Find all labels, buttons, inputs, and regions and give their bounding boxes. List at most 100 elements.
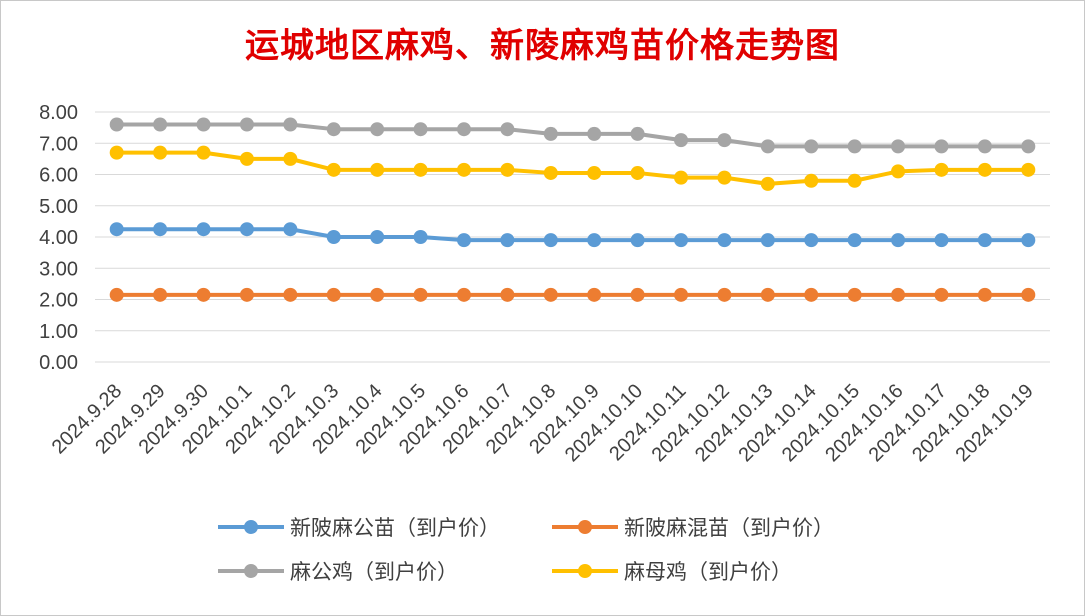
data-point (456, 287, 471, 302)
data-point (543, 165, 558, 180)
data-point (370, 230, 385, 244)
chart-title: 运城地区麻鸡、新陵麻鸡苗价格走势图 (245, 26, 840, 66)
data-point (196, 287, 211, 302)
y-tick-label: 1.00 (39, 321, 78, 343)
data-point (1021, 139, 1036, 154)
data-point (153, 117, 168, 132)
data-point (760, 139, 775, 154)
data-point (153, 222, 168, 237)
legend-swatch-icon (552, 563, 618, 579)
data-point (413, 287, 428, 302)
data-point (674, 133, 689, 148)
data-point (109, 117, 124, 132)
data-point (196, 145, 211, 160)
data-point (804, 173, 819, 188)
data-point (413, 122, 428, 137)
legend-swatch-icon (218, 519, 284, 535)
data-point (630, 165, 645, 180)
data-point (196, 222, 211, 237)
y-tick-label: 3.00 (39, 258, 78, 280)
data-point (717, 287, 732, 302)
data-point (456, 162, 471, 177)
data-point (760, 233, 775, 248)
data-point (934, 162, 949, 177)
data-point (326, 230, 341, 244)
data-point (804, 139, 819, 154)
legend-item-3: 麻母鸡（到户价） (552, 556, 792, 586)
y-tick-label: 4.00 (39, 227, 78, 249)
data-point (717, 133, 732, 148)
data-point (717, 233, 732, 248)
x-axis-ticks: 2024.9.282024.9.292024.9.302024.10.12024… (48, 380, 1038, 466)
series-0 (109, 222, 1036, 248)
data-point (543, 233, 558, 248)
data-point (847, 287, 862, 302)
legend-item-2: 麻公鸡（到户价） (218, 556, 458, 586)
data-point (717, 170, 732, 185)
gridlines (95, 111, 1050, 363)
data-point (587, 287, 602, 302)
data-point (674, 170, 689, 185)
data-point (456, 233, 471, 248)
legend-item-1: 新陂麻混苗（到户价） (552, 512, 834, 542)
data-point (413, 230, 428, 244)
legend-label: 麻公鸡（到户价） (290, 560, 458, 584)
data-point (934, 287, 949, 302)
data-point (153, 145, 168, 160)
data-point (760, 176, 775, 191)
data-point (283, 287, 298, 302)
data-point (674, 233, 689, 248)
data-point (587, 165, 602, 180)
data-point (109, 287, 124, 302)
data-point (370, 162, 385, 177)
data-point (109, 145, 124, 160)
data-point (1021, 287, 1036, 302)
data-point (543, 287, 558, 302)
data-point (891, 287, 906, 302)
data-point (283, 222, 298, 237)
series-line (116, 150, 1029, 186)
legend-label: 新陂麻混苗（到户价） (624, 516, 834, 540)
y-axis-ticks: 0.00 1.00 2.00 3.00 4.00 5.00 6.00 7.00 8.00 (39, 102, 78, 374)
data-point (1021, 162, 1036, 177)
data-point (630, 233, 645, 248)
y-tick-label: 5.00 (39, 196, 78, 218)
data-point (891, 164, 906, 179)
y-tick-label: 7.00 (39, 133, 78, 155)
series-line (116, 122, 1029, 149)
data-point (456, 122, 471, 137)
data-point (977, 139, 992, 154)
data-point (760, 287, 775, 302)
data-point (847, 233, 862, 248)
data-point (283, 117, 298, 132)
data-point (1021, 233, 1036, 248)
legend-label: 新陂麻公苗（到户价） (290, 516, 500, 540)
y-tick-label: 2.00 (39, 290, 78, 312)
data-point (674, 287, 689, 302)
data-point (500, 233, 515, 248)
y-tick-label: 8.00 (39, 102, 78, 124)
legend-swatch-icon (552, 519, 618, 535)
data-point (196, 117, 211, 132)
data-point (153, 287, 168, 302)
data-point (326, 287, 341, 302)
data-point (977, 162, 992, 177)
series-layer (109, 117, 1036, 302)
legend-label: 麻母鸡（到户价） (624, 560, 792, 584)
data-point (370, 122, 385, 137)
data-point (587, 233, 602, 248)
legend-swatch-icon (218, 563, 284, 579)
data-point (283, 151, 298, 166)
data-point (370, 287, 385, 302)
data-point (326, 122, 341, 137)
data-point (109, 222, 124, 237)
legend-item-0: 新陂麻公苗（到户价） (218, 512, 500, 542)
data-point (630, 287, 645, 302)
series-3 (109, 145, 1036, 191)
data-point (500, 162, 515, 177)
data-point (500, 122, 515, 137)
y-tick-label: 6.00 (39, 165, 78, 187)
data-point (891, 233, 906, 248)
